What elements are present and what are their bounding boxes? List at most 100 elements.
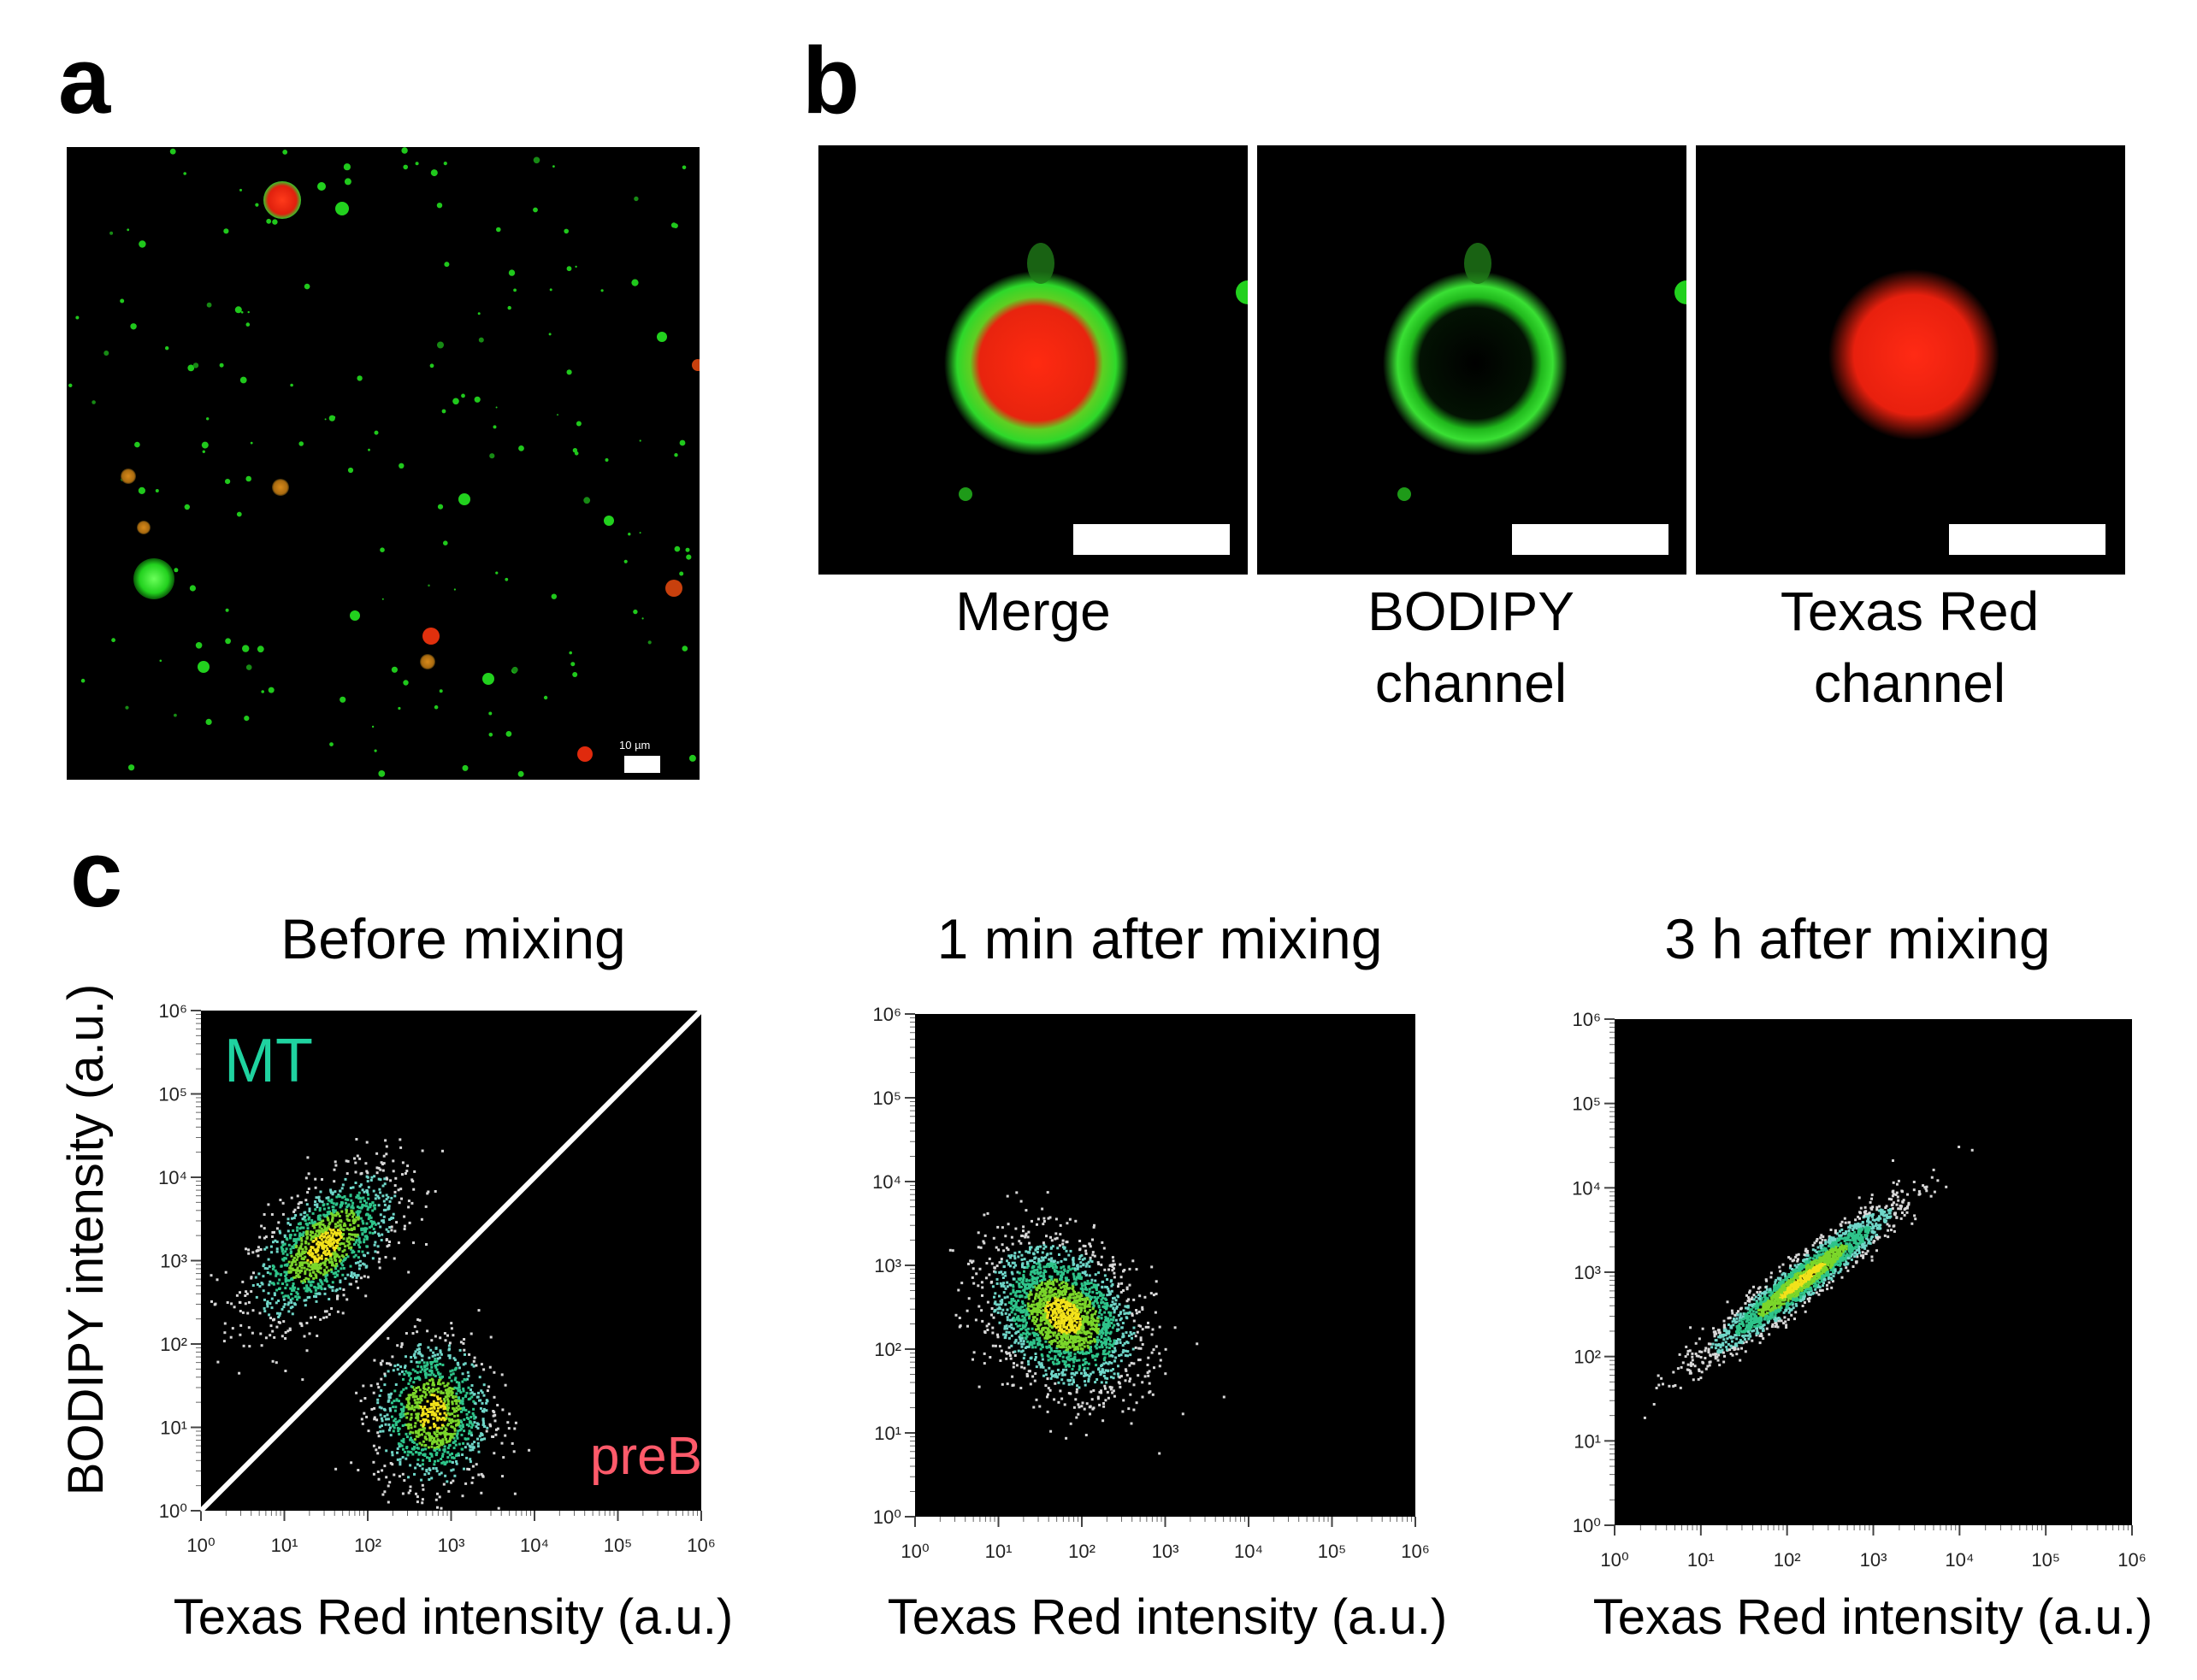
data-point	[1084, 1305, 1087, 1307]
data-point	[1098, 1390, 1101, 1394]
data-point	[456, 1362, 459, 1365]
data-point	[316, 1250, 319, 1253]
data-point	[1013, 1300, 1016, 1303]
data-point	[470, 1395, 474, 1399]
data-point	[414, 1356, 416, 1359]
data-point	[422, 1424, 425, 1428]
data-point	[460, 1421, 464, 1424]
data-point	[1045, 1345, 1048, 1348]
speckle-droplet	[282, 150, 288, 155]
data-point	[436, 1492, 439, 1495]
data-point	[1025, 1279, 1028, 1282]
data-point	[1044, 1373, 1048, 1376]
data-point	[359, 1217, 363, 1220]
data-point	[1135, 1268, 1138, 1271]
data-point	[1100, 1340, 1103, 1343]
speckle-droplet	[570, 662, 576, 667]
data-point	[377, 1435, 381, 1438]
data-point	[1020, 1365, 1024, 1369]
speckle-droplet	[125, 705, 129, 710]
data-point	[1089, 1341, 1092, 1345]
data-point	[247, 1326, 251, 1329]
data-point	[1112, 1342, 1115, 1346]
data-point	[415, 1435, 418, 1438]
data-point	[1023, 1291, 1026, 1294]
data-point	[1004, 1334, 1007, 1336]
data-point	[1006, 1382, 1009, 1386]
data-point	[271, 1359, 275, 1363]
speckle-droplet	[128, 764, 135, 771]
data-point	[359, 1197, 363, 1200]
x-tick-label: 10²	[354, 1535, 381, 1556]
data-point	[1073, 1323, 1077, 1327]
data-point	[372, 1221, 375, 1224]
data-point	[1126, 1354, 1130, 1358]
data-point	[1105, 1306, 1108, 1310]
data-point	[481, 1401, 484, 1405]
speckle-droplet	[324, 418, 327, 421]
data-point	[275, 1247, 279, 1251]
data-point	[1018, 1282, 1021, 1286]
data-point	[316, 1203, 319, 1206]
data-point	[1056, 1261, 1060, 1264]
data-point	[357, 1267, 361, 1270]
data-point	[487, 1385, 491, 1388]
data-point	[323, 1270, 327, 1273]
data-point	[1222, 1395, 1225, 1399]
data-point	[434, 1401, 437, 1405]
data-point	[1149, 1292, 1153, 1295]
data-point	[422, 1387, 425, 1390]
data-point	[1000, 1300, 1003, 1304]
data-point	[393, 1419, 396, 1423]
data-point	[306, 1191, 310, 1194]
data-point	[1101, 1305, 1105, 1308]
data-point	[383, 1372, 387, 1376]
data-point	[421, 1149, 424, 1152]
data-point	[996, 1307, 1000, 1311]
data-point	[476, 1445, 480, 1448]
data-point	[470, 1426, 474, 1429]
data-point	[1135, 1312, 1138, 1315]
data-point	[1013, 1354, 1017, 1357]
data-point	[452, 1447, 456, 1450]
data-point	[1017, 1277, 1020, 1281]
data-point	[384, 1208, 387, 1211]
data-point	[299, 1245, 303, 1248]
data-point	[310, 1316, 313, 1319]
data-point	[344, 1177, 347, 1181]
speckle-droplet	[549, 288, 552, 292]
data-point	[995, 1303, 998, 1306]
data-point	[311, 1255, 315, 1259]
data-point	[358, 1259, 362, 1263]
data-point	[375, 1152, 379, 1155]
data-point	[1102, 1323, 1106, 1325]
data-point	[1017, 1330, 1020, 1333]
data-point	[1013, 1312, 1017, 1316]
data-point	[1064, 1288, 1067, 1291]
speckle-droplet	[245, 475, 251, 482]
data-point	[1062, 1264, 1066, 1268]
data-point	[348, 1212, 351, 1216]
data-point	[452, 1441, 456, 1444]
speckle-droplet	[257, 645, 264, 653]
data-point	[983, 1213, 986, 1217]
data-point	[428, 1478, 431, 1481]
data-point	[1072, 1406, 1076, 1409]
data-point	[378, 1234, 381, 1237]
data-point	[446, 1456, 450, 1459]
data-point	[1113, 1347, 1117, 1350]
data-point	[292, 1229, 295, 1232]
data-point	[331, 1217, 334, 1220]
data-point	[1040, 1256, 1043, 1259]
data-point	[352, 1222, 356, 1224]
data-point	[1006, 1308, 1009, 1312]
data-point	[1030, 1246, 1033, 1249]
data-point	[337, 1194, 340, 1197]
data-point	[1120, 1282, 1124, 1285]
data-point	[1035, 1365, 1038, 1369]
data-point	[328, 1200, 332, 1203]
data-point	[1121, 1344, 1125, 1347]
data-point	[446, 1392, 450, 1395]
data-point	[435, 1442, 439, 1446]
data-point	[1131, 1347, 1135, 1351]
